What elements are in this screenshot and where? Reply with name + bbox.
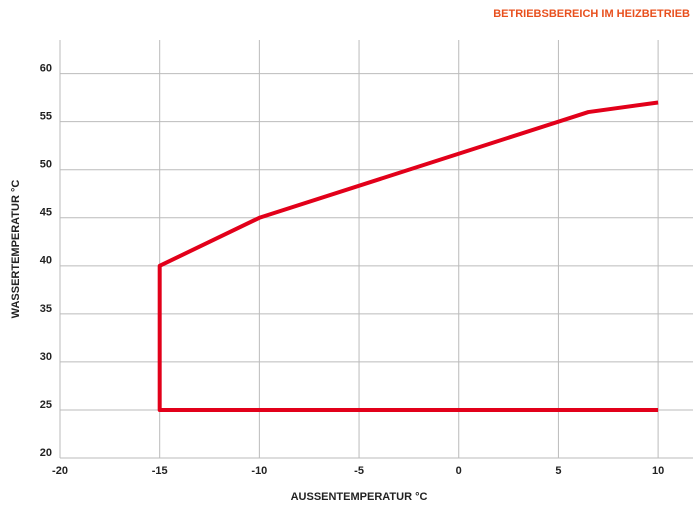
y-tick-label: 50 <box>40 159 52 171</box>
y-axis-label: WASSERTEMPERATUR °C <box>10 180 22 319</box>
x-tick-label: -20 <box>52 465 68 477</box>
y-tick-label: 20 <box>40 447 52 459</box>
x-tick-label: -10 <box>251 465 267 477</box>
x-tick-label: 5 <box>555 465 561 477</box>
y-tick-label: 55 <box>40 111 52 123</box>
chart-title: BETRIEBSBEREICH IM HEIZBETRIEB <box>493 8 690 20</box>
y-tick-label: 45 <box>40 207 52 219</box>
y-tick-label: 25 <box>40 399 52 411</box>
y-tick-label: 40 <box>40 255 52 267</box>
x-axis-label: AUSSENTEMPERATUR °C <box>291 491 428 503</box>
x-tick-label: -5 <box>354 465 364 477</box>
x-tick-label: 10 <box>652 465 664 477</box>
x-tick-label: 0 <box>456 465 462 477</box>
y-tick-label: 35 <box>40 303 52 315</box>
y-tick-label: 60 <box>40 63 52 75</box>
x-tick-label: -15 <box>152 465 168 477</box>
data-line <box>157 100 659 412</box>
y-tick-label: 30 <box>40 351 52 363</box>
